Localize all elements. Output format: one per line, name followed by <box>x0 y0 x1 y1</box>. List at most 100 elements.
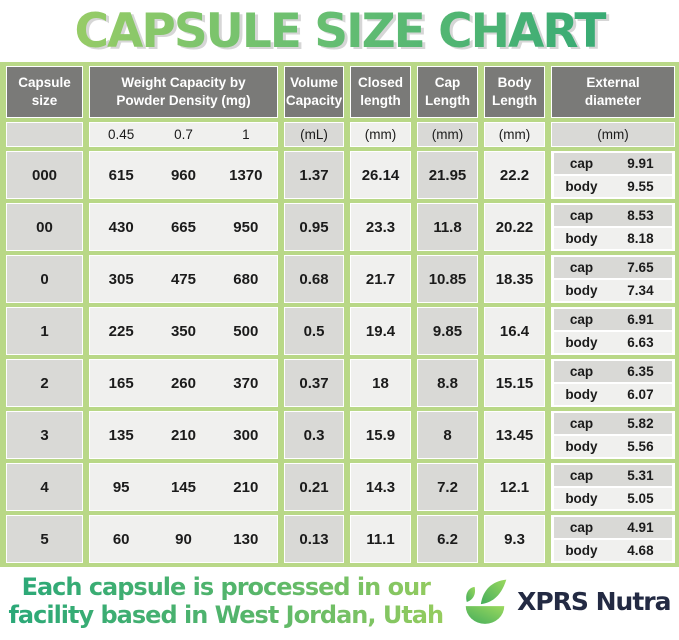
capsule-size-cell: 1 <box>6 307 83 355</box>
weight-capacity-cell: 165 260 370 <box>89 359 278 407</box>
volume-capacity-cell: 0.5 <box>284 307 344 355</box>
weight-capacity-cell: 95 145 210 <box>89 463 278 511</box>
external-body-row: body 4.68 <box>554 540 672 561</box>
weight-value: 210 <box>233 478 259 496</box>
external-diameter-rows: cap 6.35 body 6.07 <box>552 360 674 406</box>
external-cap-value: 6.35 <box>627 364 654 379</box>
header-line: Length <box>492 93 537 108</box>
capsule-size-cell: 2 <box>6 359 83 407</box>
weight-value: 130 <box>233 530 259 548</box>
body-length-cell: 22.2 <box>484 151 545 199</box>
table-row-size-4: 4 95 145 210 0.21 14.3 7.2 12.1 cap 5.31 body 5.05 <box>6 463 675 511</box>
external-cap-value: 4.91 <box>627 520 654 535</box>
weight-values: 225 350 500 <box>90 323 277 340</box>
col-header-capsule-size: Capsule size <box>6 66 83 118</box>
cap-length-cell: 7.2 <box>417 463 478 511</box>
external-cap-value: 9.91 <box>627 156 654 171</box>
external-body-value: 5.56 <box>627 439 654 454</box>
capsule-size-table: Capsule size Weight Capacity by Powder D… <box>0 62 679 567</box>
brand-name: XPRS Nutra <box>517 587 671 616</box>
external-body-row: body 9.55 <box>554 176 672 197</box>
brand-logo: XPRS Nutra <box>459 576 672 628</box>
body-length-cell: 9.3 <box>484 515 545 563</box>
table-row-size-00: 00 430 665 950 0.95 23.3 11.8 20.22 cap 8.53 body 8… <box>6 203 675 251</box>
weight-value: 665 <box>170 218 196 236</box>
header-line: Length <box>425 93 470 108</box>
weight-capacity-cell: 305 475 680 <box>89 255 278 303</box>
col-header-closed-length: Closed length <box>350 66 411 118</box>
cap-length-cell: 8.8 <box>417 359 478 407</box>
header-line: Cap <box>434 74 461 90</box>
closed-length-cell: 19.4 <box>350 307 411 355</box>
closed-length-cell: 21.7 <box>350 255 411 303</box>
external-body-row: body 8.18 <box>554 228 672 249</box>
weight-value: 680 <box>233 270 259 288</box>
weight-value: 300 <box>233 426 259 444</box>
body-length-cell: 15.15 <box>484 359 545 407</box>
weight-value: 370 <box>233 374 259 392</box>
external-body-value: 5.05 <box>627 491 654 506</box>
footer-note-line: facility based in West Jordan, Utah <box>8 600 444 629</box>
body-length-cell: 16.4 <box>484 307 545 355</box>
external-diameter-cell: cap 7.65 body 7.34 <box>551 255 675 303</box>
weight-value: 60 <box>112 530 130 548</box>
weight-value: 165 <box>108 374 134 392</box>
weight-values: 430 665 950 <box>90 219 277 236</box>
weight-value: 950 <box>233 218 259 236</box>
external-diameter-cell: cap 6.35 body 6.07 <box>551 359 675 407</box>
density-value: 0.7 <box>174 127 193 142</box>
weight-values: 95 145 210 <box>90 479 277 496</box>
external-body-label: body <box>565 335 598 350</box>
cap-length-cell: 10.85 <box>417 255 478 303</box>
closed-length-cell: 11.1 <box>350 515 411 563</box>
header-row: Capsule size Weight Capacity by Powder D… <box>6 66 675 118</box>
capsule-size-cell: 00 <box>6 203 83 251</box>
external-body-value: 6.63 <box>627 335 654 350</box>
external-diameter-rows: cap 5.82 body 5.56 <box>552 412 674 458</box>
external-body-row: body 6.63 <box>554 332 672 353</box>
volume-capacity-cell: 0.21 <box>284 463 344 511</box>
external-cap-row: cap 6.35 <box>554 361 672 382</box>
footer-note: Each capsule is processed in our facilit… <box>8 574 443 629</box>
col-header-weight-capacity: Weight Capacity by Powder Density (mg) <box>89 66 278 118</box>
external-body-label: body <box>565 231 598 246</box>
header-line: diameter <box>584 93 642 108</box>
external-body-label: body <box>565 283 598 298</box>
header-line: External <box>586 74 640 90</box>
closed-length-cell: 18 <box>350 359 411 407</box>
external-cap-label: cap <box>569 260 594 275</box>
weight-values: 615 960 1370 <box>90 167 277 184</box>
density-value: 1 <box>242 127 250 142</box>
capsule-size-cell: 0 <box>6 255 83 303</box>
external-body-row: body 5.56 <box>554 436 672 457</box>
external-cap-row: cap 5.31 <box>554 465 672 486</box>
capsule-size-cell: 000 <box>6 151 83 199</box>
weight-value: 95 <box>112 478 130 496</box>
col-header-body-length: Body Length <box>484 66 545 118</box>
page-title: CAPSULE SIZE CHART <box>0 2 679 60</box>
external-diameter-cell: cap 8.53 body 8.18 <box>551 203 675 251</box>
external-diameter-cell: cap 5.31 body 5.05 <box>551 463 675 511</box>
footer-note-line: Each capsule is processed in our <box>21 572 430 601</box>
volume-capacity-cell: 0.37 <box>284 359 344 407</box>
cap-length-cell: 21.95 <box>417 151 478 199</box>
external-cap-label: cap <box>569 208 594 223</box>
weight-value: 615 <box>108 166 134 184</box>
external-diameter-cell: cap 5.82 body 5.56 <box>551 411 675 459</box>
subheader-capsule-size-empty <box>6 122 83 147</box>
external-diameter-cell: cap 9.91 body 9.55 <box>551 151 675 199</box>
weight-capacity-cell: 225 350 500 <box>89 307 278 355</box>
body-length-cell: 13.45 <box>484 411 545 459</box>
external-diameter-rows: cap 6.91 body 6.63 <box>552 308 674 354</box>
header-line: Closed <box>357 74 403 90</box>
weight-value: 1370 <box>229 166 263 184</box>
external-body-row: body 6.07 <box>554 384 672 405</box>
weight-capacity-cell: 60 90 130 <box>89 515 278 563</box>
external-body-row: body 5.05 <box>554 488 672 509</box>
volume-capacity-cell: 1.37 <box>284 151 344 199</box>
header-line: Capacity <box>285 93 343 108</box>
header-line: Body <box>497 74 532 90</box>
col-header-external-diameter: External diameter <box>551 66 675 118</box>
external-cap-row: cap 5.82 <box>554 413 672 434</box>
